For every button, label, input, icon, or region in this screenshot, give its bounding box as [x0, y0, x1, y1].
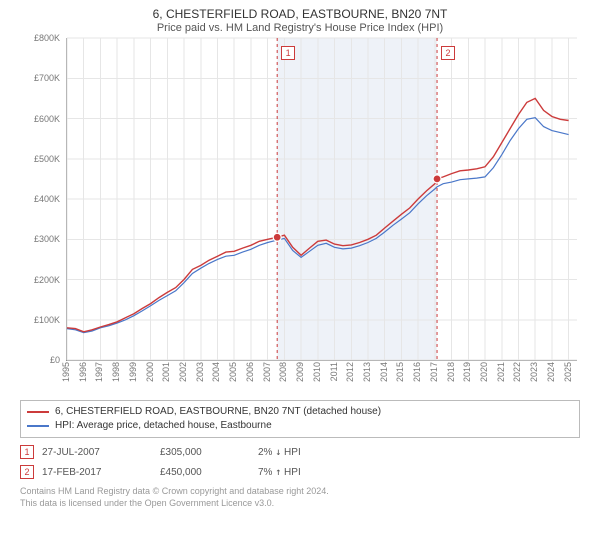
x-tick-label: 2024 [546, 362, 556, 382]
x-tick-label: 2017 [429, 362, 439, 382]
x-axis-labels: 1995199619971998199920002001200220032004… [66, 362, 576, 398]
x-tick-label: 1995 [61, 362, 71, 382]
footer-attribution: Contains HM Land Registry data © Crown c… [20, 486, 580, 509]
x-tick-label: 2019 [462, 362, 472, 382]
x-tick-label: 2007 [262, 362, 272, 382]
x-tick-label: 2012 [345, 362, 355, 382]
y-tick-label: £300K [34, 234, 60, 244]
y-tick-label: £800K [34, 33, 60, 43]
footer-line: This data is licensed under the Open Gov… [20, 498, 580, 510]
sale-delta: 7% ↑ HPI [258, 467, 301, 478]
chart-marker-box: 2 [441, 46, 455, 60]
x-tick-label: 2015 [395, 362, 405, 382]
x-tick-label: 1996 [78, 362, 88, 382]
sales-table: 1 27-JUL-2007 £305,000 2% ↓ HPI 2 17-FEB… [20, 442, 580, 482]
x-tick-label: 2000 [145, 362, 155, 382]
x-tick-label: 1999 [128, 362, 138, 382]
x-tick-label: 2021 [496, 362, 506, 382]
chart-container: 6, CHESTERFIELD ROAD, EASTBOURNE, BN20 7… [0, 0, 600, 560]
sale-row: 1 27-JUL-2007 £305,000 2% ↓ HPI [20, 442, 580, 462]
x-tick-label: 2004 [211, 362, 221, 382]
legend-item: HPI: Average price, detached house, East… [27, 419, 573, 433]
legend-swatch [27, 411, 49, 413]
x-tick-label: 2008 [278, 362, 288, 382]
chart-title: 6, CHESTERFIELD ROAD, EASTBOURNE, BN20 7… [10, 6, 590, 22]
x-tick-label: 2005 [228, 362, 238, 382]
y-tick-label: £500K [34, 154, 60, 164]
legend: 6, CHESTERFIELD ROAD, EASTBOURNE, BN20 7… [20, 400, 580, 438]
sale-price: £305,000 [160, 447, 250, 458]
legend-label: HPI: Average price, detached house, East… [55, 419, 272, 433]
legend-label: 6, CHESTERFIELD ROAD, EASTBOURNE, BN20 7… [55, 405, 381, 419]
sale-marker-box: 2 [20, 465, 34, 479]
x-tick-label: 1997 [94, 362, 104, 382]
x-tick-label: 2011 [329, 362, 339, 381]
y-tick-label: £400K [34, 194, 60, 204]
y-tick-label: £100K [34, 315, 60, 325]
sale-date: 17-FEB-2017 [42, 467, 152, 478]
y-tick-label: £600K [34, 114, 60, 124]
x-tick-label: 1998 [111, 362, 121, 382]
y-tick-label: £0 [50, 355, 60, 365]
sale-marker-box: 1 [20, 445, 34, 459]
plot-svg [67, 38, 577, 360]
x-tick-label: 2020 [479, 362, 489, 382]
x-tick-label: 2016 [412, 362, 422, 382]
x-tick-label: 2025 [563, 362, 573, 382]
chart-subtitle: Price paid vs. HM Land Registry's House … [10, 22, 590, 34]
x-tick-label: 2006 [245, 362, 255, 382]
footer-line: Contains HM Land Registry data © Crown c… [20, 486, 580, 498]
x-tick-label: 2003 [195, 362, 205, 382]
arrow-up-icon: ↑ [275, 467, 281, 478]
plot-area: 12 [66, 38, 577, 361]
sale-date: 27-JUL-2007 [42, 447, 152, 458]
x-tick-label: 2013 [362, 362, 372, 382]
y-axis-labels: £0£100K£200K£300K£400K£500K£600K£700K£80… [20, 38, 62, 360]
sale-price: £450,000 [160, 467, 250, 478]
x-tick-label: 2014 [379, 362, 389, 382]
sale-row: 2 17-FEB-2017 £450,000 7% ↑ HPI [20, 462, 580, 482]
sale-delta: 2% ↓ HPI [258, 447, 301, 458]
x-tick-label: 2018 [446, 362, 456, 382]
x-tick-label: 2009 [295, 362, 305, 382]
arrow-down-icon: ↓ [275, 447, 281, 458]
x-tick-label: 2010 [312, 362, 322, 382]
y-tick-label: £200K [34, 275, 60, 285]
legend-swatch [27, 425, 49, 427]
legend-item: 6, CHESTERFIELD ROAD, EASTBOURNE, BN20 7… [27, 405, 573, 419]
x-tick-label: 2002 [178, 362, 188, 382]
chart-area: £0£100K£200K£300K£400K£500K£600K£700K£80… [20, 38, 580, 398]
x-tick-label: 2001 [161, 362, 171, 382]
x-tick-label: 2022 [512, 362, 522, 382]
chart-marker-box: 1 [281, 46, 295, 60]
y-tick-label: £700K [34, 73, 60, 83]
x-tick-label: 2023 [529, 362, 539, 382]
